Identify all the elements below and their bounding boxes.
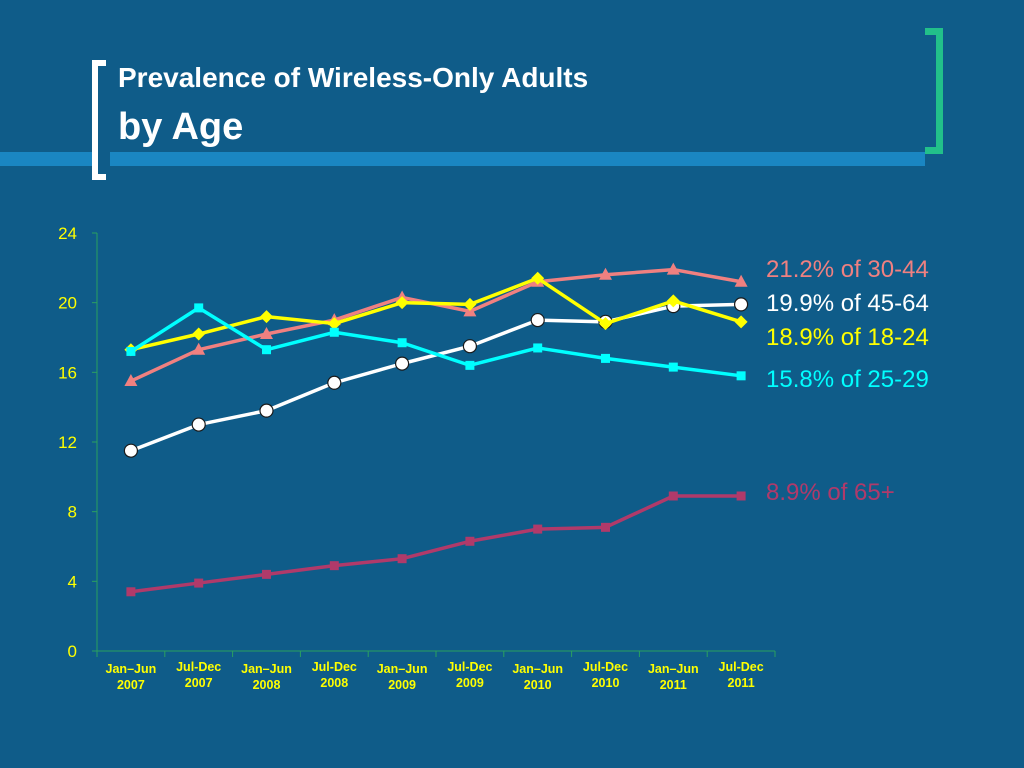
data-point-65-plus — [465, 536, 475, 546]
data-point-25-29 — [465, 360, 475, 370]
data-point-65-plus — [262, 569, 271, 579]
chart-title-line1: Prevalence of Wireless-Only Adults — [118, 62, 589, 93]
data-point-25-29 — [329, 327, 339, 337]
data-point-25-29 — [736, 371, 746, 381]
data-point-25-29 — [194, 303, 204, 313]
y-tick-label: 12 — [58, 433, 77, 452]
data-point-18-24 — [192, 327, 206, 341]
data-point-45-64 — [395, 356, 410, 371]
y-tick-label: 16 — [58, 363, 77, 382]
x-tick-label: 2011 — [660, 678, 687, 692]
data-point-45-64 — [191, 417, 206, 432]
data-point-45-64 — [530, 312, 545, 328]
data-point-45-64 — [462, 339, 477, 354]
x-tick-label: Jul-Dec — [447, 660, 492, 674]
data-point-45-64 — [327, 375, 342, 390]
data-point-65-plus — [736, 491, 746, 501]
series-line-18-24 — [130, 276, 742, 352]
series-line-65-plus — [130, 494, 742, 594]
x-tick-label: 2008 — [253, 678, 281, 692]
data-point-65-plus — [126, 587, 136, 597]
x-tick-label: Jan–Jun — [106, 662, 157, 676]
y-tick-label: 8 — [68, 503, 77, 522]
data-point-65-plus — [668, 491, 678, 501]
data-point-30-44 — [192, 342, 206, 355]
data-point-30-44 — [124, 374, 138, 387]
series-label-18-24: 18.9% of 18-24 — [766, 324, 929, 351]
x-tick-label: 2010 — [592, 676, 620, 690]
series-line-25-29 — [129, 306, 742, 378]
series-label-65-plus: 8.9% of 65+ — [766, 479, 895, 506]
title-accent-band-left — [0, 152, 92, 166]
x-tick-label: Jul-Dec — [176, 660, 221, 674]
chart-title-line2: by Age — [118, 106, 244, 148]
x-tick-label: 2009 — [388, 678, 416, 692]
left-bracket-decoration — [92, 60, 106, 180]
y-tick-label: 4 — [68, 572, 77, 591]
series-label-45-64: 19.9% of 45-64 — [766, 290, 929, 317]
data-point-30-44 — [666, 262, 680, 275]
data-point-65-plus — [329, 561, 339, 571]
data-point-30-44 — [734, 274, 748, 287]
series-label-25-29: 15.8% of 25-29 — [766, 366, 929, 393]
data-point-65-plus — [194, 578, 204, 588]
data-point-18-24 — [463, 297, 477, 311]
data-point-18-24 — [599, 317, 612, 331]
title-accent-band-right — [110, 152, 925, 166]
data-point-65-plus — [533, 524, 543, 534]
data-point-25-29 — [262, 345, 271, 355]
x-tick-label: Jan–Jun — [512, 662, 563, 676]
x-tick-label: 2007 — [185, 676, 213, 690]
x-tick-label: Jan–Jun — [377, 662, 428, 676]
x-tick-label: 2007 — [117, 678, 145, 692]
data-point-65-plus — [601, 522, 610, 532]
data-point-25-29 — [126, 346, 136, 356]
data-point-18-24 — [666, 294, 680, 308]
data-point-25-29 — [533, 343, 543, 353]
data-point-18-24 — [531, 271, 545, 285]
x-tick-label: 2009 — [456, 676, 484, 690]
data-point-18-24 — [327, 317, 341, 331]
data-point-30-44 — [599, 267, 612, 280]
data-point-45-64 — [259, 403, 274, 418]
data-point-25-29 — [601, 353, 610, 363]
data-point-65-plus — [397, 554, 407, 564]
x-tick-label: 2010 — [524, 678, 552, 692]
x-tick-label: Jan–Jun — [241, 662, 292, 676]
data-point-18-24 — [395, 296, 409, 310]
data-point-25-29 — [397, 338, 407, 348]
x-tick-label: 2011 — [728, 676, 755, 690]
data-point-18-24 — [734, 315, 748, 329]
x-tick-label: Jul-Dec — [312, 660, 357, 674]
data-point-18-24 — [260, 310, 273, 324]
data-point-25-29 — [668, 362, 678, 372]
x-tick-label: Jul-Dec — [583, 660, 628, 674]
y-tick-label: 20 — [58, 294, 77, 313]
x-tick-label: 2008 — [320, 676, 348, 690]
y-tick-label: 24 — [58, 224, 77, 243]
right-bracket-decoration — [925, 28, 943, 154]
data-point-30-44 — [260, 327, 273, 340]
data-point-45-64 — [733, 297, 749, 312]
x-tick-label: Jul-Dec — [719, 660, 764, 674]
y-tick-label: 0 — [68, 642, 77, 661]
x-tick-label: Jan–Jun — [648, 662, 699, 676]
series-label-30-44: 21.2% of 30-44 — [766, 256, 929, 283]
data-point-45-64 — [123, 443, 138, 458]
